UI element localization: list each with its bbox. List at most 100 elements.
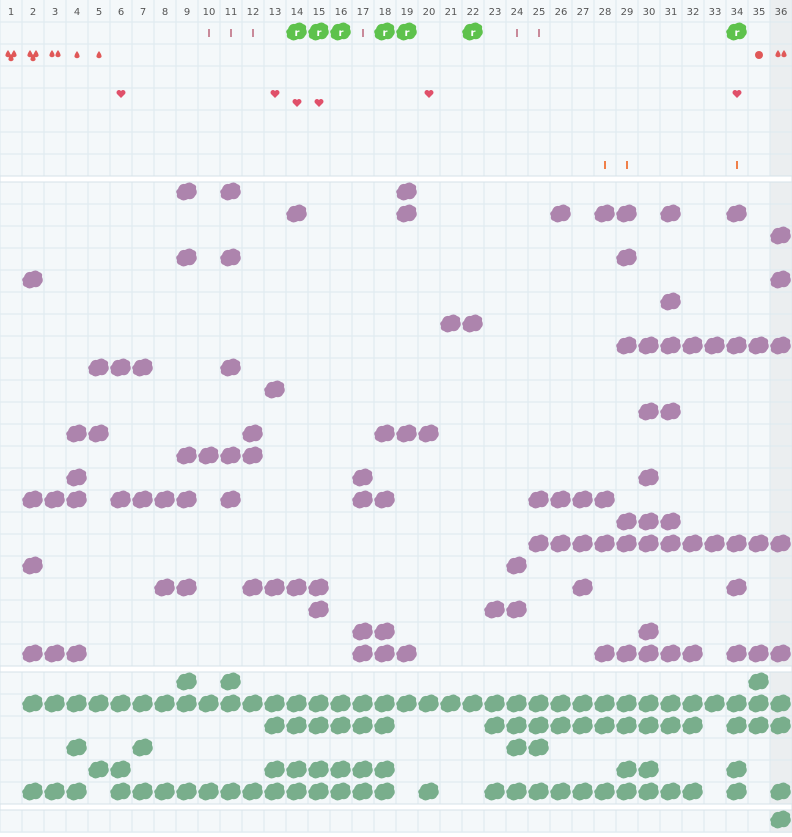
blob (616, 644, 637, 663)
column-label: 4 (74, 7, 80, 18)
blob (198, 782, 219, 801)
column-label: 9 (184, 7, 190, 18)
blob (396, 424, 417, 443)
blob (264, 716, 285, 735)
blob (748, 534, 769, 553)
blob (462, 314, 483, 333)
blob (154, 578, 175, 597)
blob (396, 22, 417, 41)
blob (176, 182, 197, 201)
blob (594, 644, 615, 663)
blob (506, 694, 527, 713)
blob (396, 182, 417, 201)
blob (286, 760, 307, 779)
blob (572, 716, 593, 735)
blob (374, 622, 395, 641)
blob (660, 204, 681, 223)
blob (176, 782, 197, 801)
blob (286, 782, 307, 801)
blob (528, 490, 549, 509)
blob (176, 672, 197, 691)
column-label: 30 (643, 7, 656, 18)
blob (330, 22, 351, 41)
blob (88, 424, 109, 443)
blob (286, 716, 307, 735)
blob (66, 424, 87, 443)
blob (330, 760, 351, 779)
blob (264, 782, 285, 801)
column-label: 3 (52, 7, 58, 18)
blob (638, 336, 659, 355)
blob (770, 270, 791, 289)
blob (352, 644, 373, 663)
blob (682, 694, 703, 713)
blob (110, 358, 131, 377)
blob (506, 556, 527, 575)
blob (286, 22, 307, 41)
blob (748, 694, 769, 713)
blob (682, 534, 703, 553)
blob (770, 716, 791, 735)
drop (74, 51, 80, 59)
blob (88, 358, 109, 377)
blob (110, 760, 131, 779)
blob (264, 760, 285, 779)
blob (22, 490, 43, 509)
divider (0, 175, 792, 183)
drops (49, 50, 61, 58)
drops (5, 50, 17, 62)
column-label: 15 (313, 7, 326, 18)
blob (726, 578, 747, 597)
blob (418, 782, 439, 801)
blob (616, 204, 637, 223)
blob (22, 782, 43, 801)
blob (374, 424, 395, 443)
blob (660, 292, 681, 311)
blob (550, 694, 571, 713)
blob (638, 782, 659, 801)
blob (704, 694, 725, 713)
blob (594, 534, 615, 553)
blob (638, 534, 659, 553)
blob (770, 782, 791, 801)
flag-glyph: r (471, 28, 476, 39)
blob (220, 358, 241, 377)
blob (506, 738, 527, 757)
blob (572, 782, 593, 801)
blob (154, 490, 175, 509)
heart (314, 99, 324, 107)
blob (308, 782, 329, 801)
blob (308, 694, 329, 713)
flag-glyph: r (295, 28, 300, 39)
blob (726, 716, 747, 735)
blob (528, 716, 549, 735)
blob (66, 782, 87, 801)
column-label: 36 (775, 7, 788, 18)
blob (132, 694, 153, 713)
blob (726, 22, 747, 41)
blob (660, 782, 681, 801)
blob (374, 490, 395, 509)
blob (176, 446, 197, 465)
drops (775, 50, 787, 58)
drops (27, 50, 39, 62)
blob (528, 738, 549, 757)
blob (66, 468, 87, 487)
blob (616, 534, 637, 553)
blob (44, 644, 65, 663)
blob (572, 694, 593, 713)
blob (176, 578, 197, 597)
column-label: 16 (335, 7, 348, 18)
blob (770, 644, 791, 663)
blob (132, 490, 153, 509)
blob (484, 694, 505, 713)
blob (770, 226, 791, 245)
blob (660, 694, 681, 713)
blob (198, 446, 219, 465)
blob (88, 760, 109, 779)
column-label: 14 (291, 7, 304, 18)
blob (638, 468, 659, 487)
blob (44, 782, 65, 801)
blob (242, 446, 263, 465)
blob (264, 578, 285, 597)
